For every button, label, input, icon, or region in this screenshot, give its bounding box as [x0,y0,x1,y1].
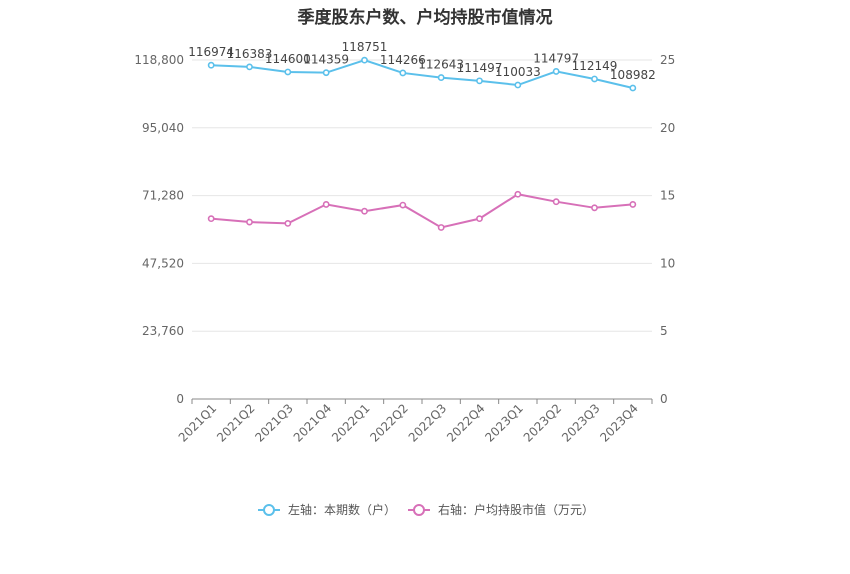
legend-label: 右轴：户均持股市值（万元） [438,502,594,517]
right-axis-tick-label: 20 [660,121,675,135]
data-label: 114359 [303,53,349,67]
right-axis-tick-label: 10 [660,256,675,270]
data-label: 112149 [572,59,618,73]
data-point [207,215,215,223]
data-point [246,63,253,71]
right-axis-tick-label: 25 [660,53,675,67]
data-point [246,218,253,226]
data-point [437,224,445,231]
left-axis-tick-label: 71,280 [142,189,184,203]
x-axis-tick-label: 2021Q2 [214,401,258,445]
data-label: 110033 [495,65,541,79]
data-point [552,198,560,206]
data-label: 108982 [610,68,656,82]
x-axis-tick-label: 2022Q2 [367,401,411,445]
left-axis-tick-label: 118,800 [134,53,184,67]
x-axis-tick-label: 2022Q1 [329,401,373,445]
data-point [552,68,560,75]
data-point [514,190,522,198]
data-point [322,201,330,208]
x-axis-tick-label: 2023Q4 [597,401,641,445]
x-axis-tick-label: 2022Q3 [406,401,450,445]
data-point [361,207,368,215]
right-axis-tick-label: 5 [660,324,668,338]
data-point [361,56,368,64]
data-label: 114266 [380,53,426,67]
left-axis-tick-label: 0 [176,392,184,406]
data-point [591,204,598,212]
chart-title: 季度股东户数、户均持股市值情况 [297,8,553,28]
x-axis-tick-label: 2023Q1 [482,401,526,445]
data-point [629,84,637,92]
data-label: 114600 [265,52,311,66]
data-point [322,69,330,77]
data-label: 111497 [457,61,503,75]
x-axis-tick-label: 2021Q3 [252,401,296,445]
legend-marker-circle [413,504,425,516]
data-point [476,77,483,85]
data-point [514,81,522,89]
right-axis-tick-label: 15 [660,189,675,203]
data-point [629,201,637,208]
x-axis-tick-label: 2022Q4 [444,401,488,445]
data-label: 112643 [418,58,464,72]
data-label: 116974 [188,45,234,59]
data-point [284,219,292,227]
x-axis-tick-label: 2021Q4 [291,401,335,445]
legend-marker-circle [263,504,275,516]
x-axis-tick-label: 2021Q1 [176,401,220,445]
x-axis-tick-label: 2023Q2 [521,401,565,445]
x-axis-tick-label: 2023Q3 [559,401,603,445]
left-axis-tick-label: 23,760 [142,324,184,338]
data-label: 114797 [533,51,579,65]
series-line [211,59,634,89]
data-point [437,74,445,81]
data-point [207,61,215,69]
legend-label: 左轴：本期数（户） [288,502,396,517]
series-line [211,193,633,229]
left-axis-tick-label: 95,040 [142,121,184,135]
left-axis-tick-label: 47,520 [142,256,184,270]
data-point [399,69,407,77]
data-point [476,215,483,223]
data-point [284,68,292,76]
right-axis-tick-label: 0 [660,392,668,406]
data-point [591,75,598,83]
data-point [399,201,407,209]
data-label: 118751 [342,40,388,54]
data-label: 116383 [227,47,273,61]
